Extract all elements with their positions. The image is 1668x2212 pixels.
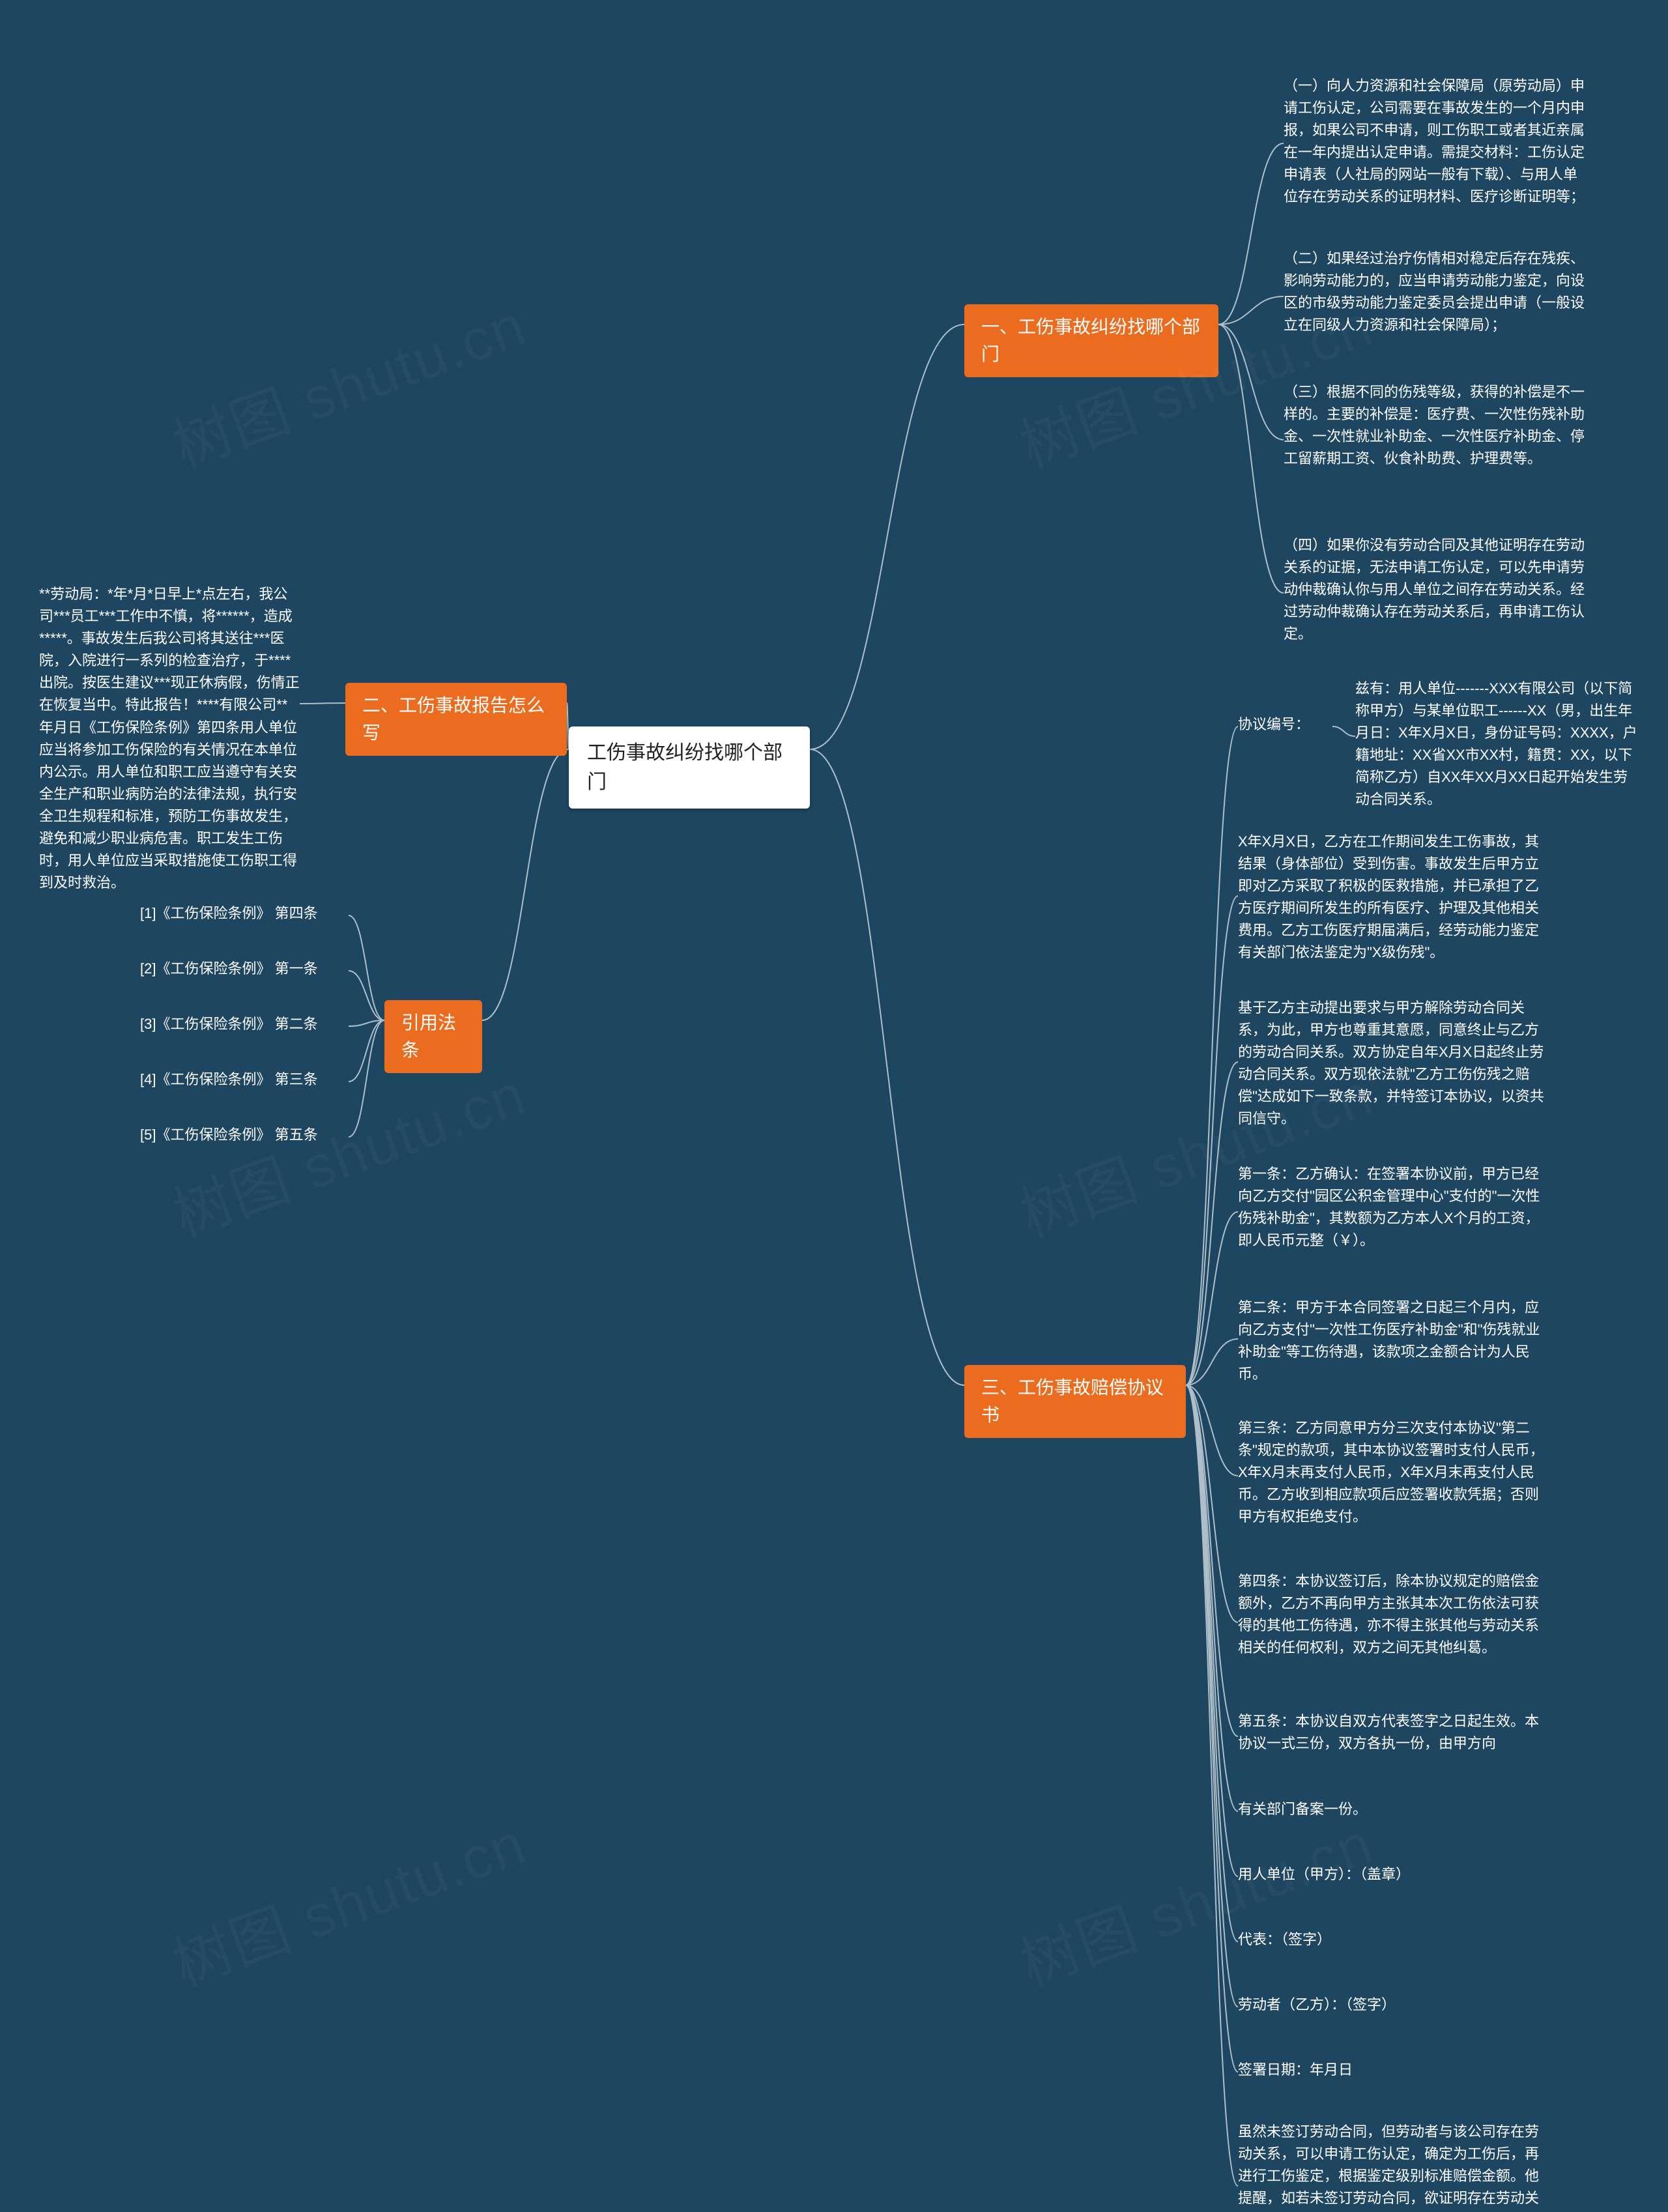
leaf-b1c3-label: （三）根据不同的伤残等级，获得的补偿是不一样的。主要的补偿是：医疗费、一次性伤残… — [1284, 381, 1590, 470]
leaf-b3c12-label: 签署日期：年月日 — [1238, 2059, 1544, 2081]
leaf-b3c13: 虽然未签订劳动合同，但劳动者与该公司存在劳动关系，可以申请工伤认定，确定为工伤后… — [1238, 2121, 1544, 2212]
leaf-b1c4-label: （四）如果你没有劳动合同及其他证明存在劳动关系的证据，无法申请工伤认定，可以先申… — [1284, 534, 1590, 645]
leaf-b3c4-label: 第二条：甲方于本合同签署之日起三个月内，应向乙方支付"一次性工伤医疗补助金"和"… — [1238, 1297, 1544, 1385]
leaf-b1c1: （一）向人力资源和社会保障局（原劳动局）申请工伤认定，公司需要在事故发生的一个月… — [1284, 75, 1590, 208]
leaf-b3c8-label: 有关部门备案一份。 — [1238, 1798, 1544, 1820]
leaf-b3c8: 有关部门备案一份。 — [1238, 1798, 1544, 1820]
leaf-b3c12: 签署日期：年月日 — [1238, 2059, 1544, 2081]
leaf-b3c5-label: 第三条：乙方同意甲方分三次支付本协议"第二条"规定的款项，其中本协议签署时支付人… — [1238, 1417, 1544, 1528]
leaf-b4c5: [5]《工伤保险条例》 第五条 — [140, 1124, 349, 1146]
leaf-b4c2-label: [2]《工伤保险条例》 第一条 — [140, 958, 349, 980]
branch-b4[interactable]: 引用法条 — [384, 1000, 482, 1073]
leaf-b4c2: [2]《工伤保险条例》 第一条 — [140, 958, 349, 980]
leaf-b4c3: [3]《工伤保险条例》 第二条 — [140, 1013, 349, 1035]
leaf-b4c3-label: [3]《工伤保险条例》 第二条 — [140, 1013, 349, 1035]
leaf-b3c0s: 兹有：用人单位-------XXX有限公司（以下简称甲方）与某单位职工-----… — [1355, 678, 1642, 811]
branch-b4-label: 引用法条 — [401, 1009, 465, 1064]
leaf-b4c5-label: [5]《工伤保险条例》 第五条 — [140, 1124, 349, 1146]
leaf-b3c11-label: 劳动者（乙方）：（签字） — [1238, 1994, 1544, 2016]
leaf-b4c1: [1]《工伤保险条例》 第四条 — [140, 902, 349, 925]
leaf-b3c6-label: 第四条：本协议签订后，除本协议规定的赔偿金额外，乙方不再向甲方主张其本次工伤依法… — [1238, 1570, 1544, 1659]
leaf-b3c7: 第五条：本协议自双方代表签字之日起生效。本协议一式三份，双方各执一份，由甲方向 — [1238, 1710, 1544, 1755]
branch-b3-label: 三、工伤事故赔偿协议书 — [981, 1374, 1169, 1429]
leaf-b3c5: 第三条：乙方同意甲方分三次支付本协议"第二条"规定的款项，其中本协议签署时支付人… — [1238, 1417, 1544, 1528]
leaf-b3c13-label: 虽然未签订劳动合同，但劳动者与该公司存在劳动关系，可以申请工伤认定，确定为工伤后… — [1238, 2121, 1544, 2212]
leaf-b2c1-label: **劳动局：*年*月*日早上*点左右，我公司***员工***工作中不慎，将***… — [39, 583, 300, 894]
leaf-b3c0-label: 协议编号： — [1238, 713, 1332, 736]
leaf-b3c1-label: X年X月X日，乙方在工作期间发生工伤事故，其结果（身体部位）受到伤害。事故发生后… — [1238, 831, 1544, 964]
leaf-b3c2-label: 基于乙方主动提出要求与甲方解除劳动合同关系，为此，甲方也尊重其意愿，同意终止与乙… — [1238, 997, 1544, 1130]
leaf-b3c10: 代表：（签字） — [1238, 1929, 1544, 1951]
leaf-b1c4: （四）如果你没有劳动合同及其他证明存在劳动关系的证据，无法申请工伤认定，可以先申… — [1284, 534, 1590, 645]
leaf-b3c3: 第一条：乙方确认：在签署本协议前，甲方已经向乙方交付"园区公积金管理中心"支付的… — [1238, 1163, 1544, 1252]
leaf-b1c2-label: （二）如果经过治疗伤情相对稳定后存在残疾、影响劳动能力的，应当申请劳动能力鉴定，… — [1284, 248, 1590, 336]
leaf-b3c0s-label: 兹有：用人单位-------XXX有限公司（以下简称甲方）与某单位职工-----… — [1355, 678, 1642, 811]
leaf-b3c7-label: 第五条：本协议自双方代表签字之日起生效。本协议一式三份，双方各执一份，由甲方向 — [1238, 1710, 1544, 1755]
leaf-b3c2: 基于乙方主动提出要求与甲方解除劳动合同关系，为此，甲方也尊重其意愿，同意终止与乙… — [1238, 997, 1544, 1130]
leaf-b3c9: 用人单位（甲方）：（盖章） — [1238, 1863, 1544, 1886]
leaf-b1c2: （二）如果经过治疗伤情相对稳定后存在残疾、影响劳动能力的，应当申请劳动能力鉴定，… — [1284, 248, 1590, 336]
leaf-b3c3-label: 第一条：乙方确认：在签署本协议前，甲方已经向乙方交付"园区公积金管理中心"支付的… — [1238, 1163, 1544, 1252]
branch-b1[interactable]: 一、工伤事故纠纷找哪个部门 — [964, 304, 1218, 377]
leaf-b4c1-label: [1]《工伤保险条例》 第四条 — [140, 902, 349, 925]
leaf-b2c1: **劳动局：*年*月*日早上*点左右，我公司***员工***工作中不慎，将***… — [39, 583, 300, 894]
leaf-b3c6: 第四条：本协议签订后，除本协议规定的赔偿金额外，乙方不再向甲方主张其本次工伤依法… — [1238, 1570, 1544, 1659]
leaf-b3c9-label: 用人单位（甲方）：（盖章） — [1238, 1863, 1544, 1886]
leaf-b3c10-label: 代表：（签字） — [1238, 1929, 1544, 1951]
branch-b2[interactable]: 二、工伤事故报告怎么写 — [345, 683, 567, 756]
root-node[interactable]: 工伤事故纠纷找哪个部门 — [569, 726, 810, 809]
leaf-b3c11: 劳动者（乙方）：（签字） — [1238, 1994, 1544, 2016]
leaf-b4c4-label: [4]《工伤保险条例》 第三条 — [140, 1069, 349, 1091]
leaf-b4c4: [4]《工伤保险条例》 第三条 — [140, 1069, 349, 1091]
leaf-b1c1-label: （一）向人力资源和社会保障局（原劳动局）申请工伤认定，公司需要在事故发生的一个月… — [1284, 75, 1590, 208]
leaf-b1c3: （三）根据不同的伤残等级，获得的补偿是不一样的。主要的补偿是：医疗费、一次性伤残… — [1284, 381, 1590, 470]
branch-b3[interactable]: 三、工伤事故赔偿协议书 — [964, 1365, 1186, 1438]
root-node-label: 工伤事故纠纷找哪个部门 — [587, 738, 792, 797]
branch-b2-label: 二、工伤事故报告怎么写 — [362, 692, 550, 747]
branch-b1-label: 一、工伤事故纠纷找哪个部门 — [981, 313, 1201, 368]
leaf-b3c1: X年X月X日，乙方在工作期间发生工伤事故，其结果（身体部位）受到伤害。事故发生后… — [1238, 831, 1544, 964]
leaf-b3c4: 第二条：甲方于本合同签署之日起三个月内，应向乙方支付"一次性工伤医疗补助金"和"… — [1238, 1297, 1544, 1385]
leaf-b3c0: 协议编号： — [1238, 713, 1332, 736]
